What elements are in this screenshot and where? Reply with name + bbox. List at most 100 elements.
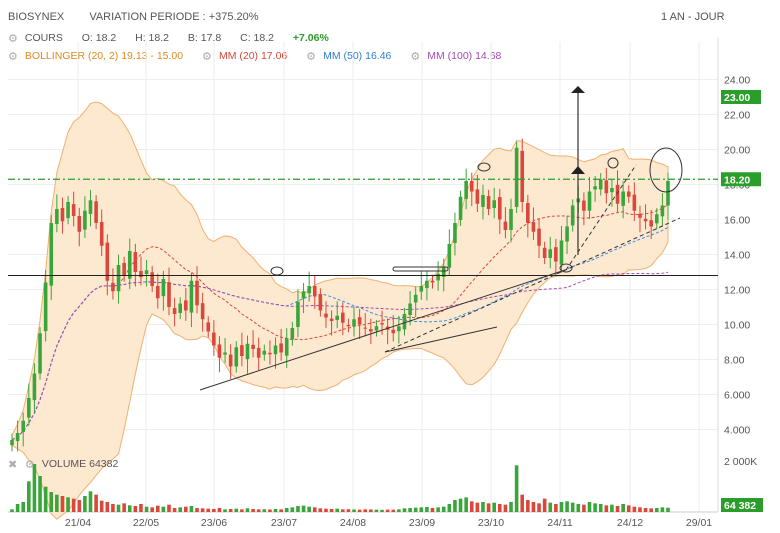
y-tick-label: 10.00: [724, 320, 750, 332]
volume-bar: [621, 504, 625, 512]
trend-line: [384, 326, 498, 353]
volume-bar: [268, 509, 272, 512]
cours-label: COURS: [24, 32, 63, 44]
candle-body: [537, 228, 541, 246]
change-value: +7.06%: [292, 32, 329, 44]
gear-icon[interactable]: ⚙: [8, 33, 18, 45]
candle-body: [133, 252, 138, 272]
candle-body: [273, 345, 278, 355]
volume-bar: [167, 504, 171, 512]
gear-icon[interactable]: ⚙: [202, 51, 212, 63]
volume-bars: [10, 464, 670, 512]
candle-body: [514, 147, 519, 207]
x-tick-label: 24/12: [617, 517, 643, 529]
gear-icon[interactable]: ⚙: [306, 51, 317, 63]
volume-bar: [27, 481, 31, 512]
high-price-tag-text: 23.00: [724, 92, 750, 104]
y-tick-label: 22.00: [724, 110, 750, 122]
volume-bar: [565, 501, 569, 512]
gear-icon[interactable]: ⚙: [8, 51, 18, 63]
candle-body: [453, 223, 457, 243]
mm50-label: MM (50): [323, 50, 363, 62]
bollinger-bands: [11, 101, 669, 520]
candle-body: [111, 282, 115, 292]
mm50-value: 16.46: [365, 50, 392, 62]
volume-bar: [256, 509, 261, 512]
candle-body: [184, 300, 188, 311]
candle-body: [565, 226, 569, 242]
volume-bar: [251, 509, 255, 512]
volume-bar: [77, 500, 82, 512]
candle-body: [413, 294, 418, 303]
volume-bar: [105, 502, 110, 512]
candle-body: [503, 221, 508, 230]
candle-body: [172, 308, 177, 314]
candle-body: [99, 221, 104, 246]
volume-bar: [475, 502, 480, 512]
volume-bar: [66, 497, 70, 512]
volume-bar: [430, 508, 435, 512]
volume-bar: [626, 505, 631, 512]
candle-body: [402, 314, 407, 330]
candle-body: [425, 280, 429, 289]
candle-body: [318, 294, 323, 311]
volume-bar: [245, 508, 250, 512]
volume-bar: [666, 507, 670, 512]
x-tick-label: 23/07: [271, 517, 297, 529]
volume-bar: [497, 504, 502, 512]
close-icon[interactable]: ✖: [8, 459, 18, 471]
volume-bar: [38, 476, 42, 512]
candle-body: [256, 347, 261, 358]
gear-icon[interactable]: ⚙: [410, 51, 421, 63]
candle-body: [458, 196, 463, 220]
volume-bar: [43, 486, 48, 512]
y-tick-label: 14.00: [724, 250, 750, 262]
open-value: O: 18.2: [81, 32, 117, 44]
volume-bar: [15, 504, 20, 512]
volume-bar: [363, 509, 368, 512]
trend-line-dashed: [384, 217, 681, 353]
volume-bar: [615, 506, 620, 512]
volume-bar: [582, 504, 586, 512]
gear-icon[interactable]: ⚙: [24, 459, 35, 471]
pivot-box: [392, 266, 449, 272]
mm100-line: [11, 271, 669, 441]
candle-body: [587, 191, 592, 211]
candle-body: [666, 181, 670, 206]
volume-bar: [279, 509, 283, 512]
candle-body: [212, 332, 216, 346]
volume-bar: [88, 491, 93, 512]
volume-bar: [559, 502, 564, 512]
candle-body: [391, 329, 396, 334]
volume-bar: [509, 502, 513, 512]
volume-bar: [55, 494, 59, 512]
volume-bar: [341, 509, 345, 512]
indicators-row: ⚙ BOLLINGER (20, 2) 19.13 - 15.00 ⚙ MM (…: [8, 50, 517, 63]
candle-body: [150, 272, 154, 286]
candle-body: [615, 184, 620, 204]
volume-bar: [357, 509, 362, 512]
period-selector[interactable]: 1 AN - JOUR: [661, 11, 725, 23]
high-price-tag: [721, 90, 761, 104]
ohlc-row: ⚙ COURS O: 18.2 H: 18.2 B: 17.8 C: 18.2 …: [8, 32, 345, 45]
candle-body: [127, 251, 132, 279]
candle-body: [531, 221, 536, 232]
candle-body: [139, 270, 143, 278]
mm20-label: MM (20): [218, 50, 259, 62]
volume-bar: [262, 509, 267, 512]
candle-body: [610, 188, 614, 193]
volume-bar: [99, 500, 104, 512]
volume-bar: [397, 509, 401, 512]
candle-body: [240, 345, 244, 356]
volume-bar: [587, 502, 592, 512]
bollinger-values: 19.13 - 15.00: [121, 50, 184, 62]
candle-body: [32, 373, 37, 401]
volume-bar: [111, 504, 115, 512]
candle-body: [626, 191, 631, 197]
candle-body: [251, 344, 255, 349]
volume-bar: [419, 507, 424, 512]
x-axis: 21/04 22/05 23/06 23/07 24/08 23/09 23/10 24/11…: [65, 517, 712, 529]
bollinger-band: [11, 101, 669, 520]
volume-bar: [374, 509, 379, 512]
